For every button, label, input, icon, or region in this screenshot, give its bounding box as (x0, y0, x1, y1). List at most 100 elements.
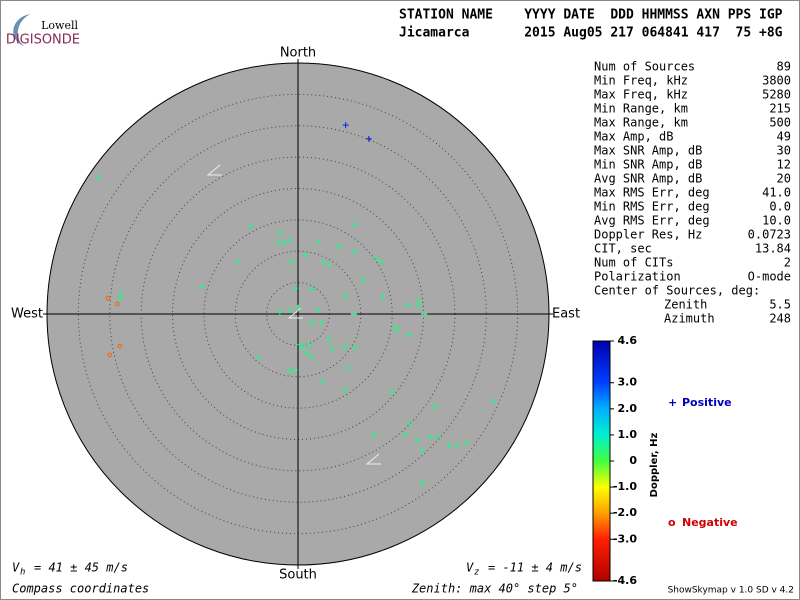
source-plus (303, 349, 310, 356)
center-value: 5.5 (769, 298, 791, 312)
source-plus (318, 319, 325, 326)
vh-symbol: V (12, 561, 20, 575)
source-plus (335, 243, 342, 250)
dir-west: West (11, 307, 43, 322)
source-plus (286, 368, 293, 375)
stat-value: 13.84 (755, 242, 791, 256)
source-plus (351, 221, 358, 228)
source-plus (254, 354, 261, 361)
source-circle (105, 296, 111, 301)
source-plus (379, 294, 386, 301)
source-circle (107, 352, 113, 358)
source-plus (342, 122, 349, 129)
stat-value: 10.0 (762, 214, 791, 228)
source-plus (416, 297, 423, 304)
source-plus (372, 255, 379, 262)
vh-text: = 41 ± 45 m/s (34, 561, 128, 575)
center-value: 248 (769, 312, 791, 326)
stat-label: Polarization (594, 270, 681, 284)
stat-value: 0.0 (769, 200, 791, 214)
dir-north: North (280, 46, 316, 61)
source-plus (276, 309, 283, 316)
vz-sub: z (474, 568, 479, 578)
dir-south: South (279, 568, 317, 583)
source-plus (419, 447, 426, 454)
stat-value: 41.0 (762, 186, 791, 200)
colorbar-tick-label: 2.0 (618, 402, 638, 415)
stat-label: Max Amp, dB (594, 130, 673, 144)
stat-value: O-mode (748, 270, 791, 284)
source-plus (406, 331, 413, 338)
footer: V h = 41 ± 45 m/s V z = -11 ± 4 m/s Comp… (12, 561, 794, 596)
source-plus (352, 344, 359, 351)
source-plus (345, 364, 352, 371)
source-plus (286, 307, 293, 314)
colorbar-tick-label: 0 (629, 454, 637, 467)
source-circle (117, 343, 123, 349)
source-plus (94, 174, 101, 181)
stat-value: 3800 (762, 74, 791, 88)
source-plus (318, 378, 325, 385)
source-plus (404, 302, 411, 309)
chevron (365, 453, 381, 465)
colorbar-tick-label: 3.0 (618, 376, 638, 389)
stat-label: Min Range, km (594, 102, 688, 116)
source-plus (325, 262, 332, 269)
stat-label: CIT, sec (594, 242, 652, 256)
source-plus (295, 304, 301, 311)
stat-value: 30 (777, 144, 791, 158)
stat-value: 20 (777, 172, 791, 186)
source-plus (414, 437, 421, 444)
legend-symbol: o (668, 516, 676, 529)
plot (43, 59, 553, 569)
source-plus (234, 258, 241, 265)
version: ShowSkymap v 1.0 SD v 4.2 (668, 586, 794, 596)
colorbar-tick-label: -2.0 (613, 506, 637, 519)
source-circle (114, 301, 120, 307)
vz-text: = -11 ± 4 m/s (488, 561, 582, 575)
stat-label: Max Freq, kHz (594, 88, 688, 102)
stat-label: Doppler Res, Hz (594, 228, 702, 242)
logo-top: Lowell (41, 19, 78, 32)
source-plus (315, 307, 322, 314)
source-plus (342, 292, 349, 299)
source-plus (315, 238, 322, 245)
stats-table: Num of Sources 89 Min Freq, kHz 3800 Max Fre… (594, 60, 791, 326)
source-plus (308, 319, 315, 326)
colorbar-tick-label: -1.0 (613, 480, 637, 493)
chevron (287, 307, 303, 319)
colorbar-tick-label: -4.6 (613, 574, 637, 587)
stat-value: 12 (777, 158, 791, 172)
stat-value: 215 (769, 102, 791, 116)
legend-label: Positive (682, 396, 732, 409)
source-plus (453, 442, 460, 449)
source-plus (286, 236, 293, 243)
stat-value: 5280 (762, 88, 791, 102)
source-plus (421, 311, 428, 317)
source-plus (320, 258, 327, 265)
source-plus (325, 336, 332, 343)
source-plus (431, 403, 438, 410)
source-plus (116, 295, 123, 302)
source-plus (419, 479, 426, 486)
source-plus (306, 341, 313, 348)
stat-label: Max RMS Err, deg (594, 186, 710, 200)
source-plus (308, 285, 315, 292)
zenith-note: Zenith: max 40° step 5° (411, 582, 578, 596)
legend-label: Negative (682, 516, 738, 529)
source-plus (291, 285, 298, 292)
source-plus (360, 277, 367, 284)
source-plus (406, 420, 413, 427)
source-plus (370, 432, 377, 439)
source-plus (118, 290, 125, 297)
legend-symbol: + (668, 396, 677, 409)
colorbar-tick-label: 1.0 (618, 428, 638, 441)
source-plus (389, 388, 396, 395)
source-plus (276, 230, 283, 237)
source-plus (351, 248, 358, 255)
stat-label: Center of Sources, deg: (594, 284, 760, 298)
colorbar-tick-label: 4.6 (618, 334, 638, 347)
coords-note: Compass coordinates (12, 582, 149, 596)
source-plus (198, 284, 205, 291)
